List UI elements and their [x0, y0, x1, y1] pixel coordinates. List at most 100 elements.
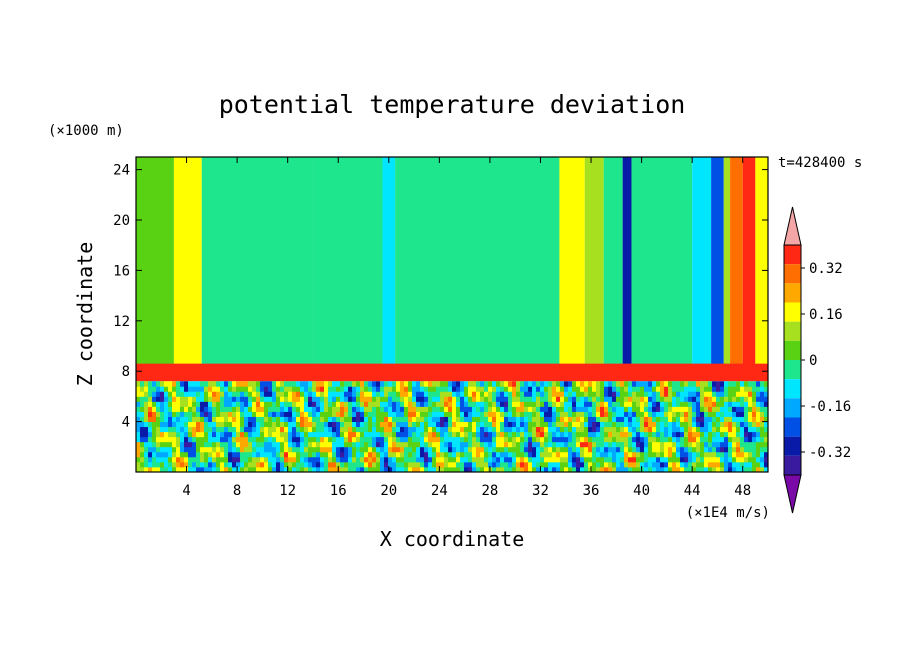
lower-cell: [652, 406, 657, 412]
lower-cell: [324, 421, 329, 428]
lower-cell: [580, 446, 585, 453]
lower-cell: [252, 456, 257, 463]
lower-cell: [236, 441, 241, 448]
lower-cell: [356, 406, 361, 412]
lower-cell: [564, 421, 569, 428]
lower-cell: [248, 431, 253, 438]
lower-cell: [244, 426, 249, 433]
lower-cell: [496, 411, 501, 417]
lower-cell: [456, 386, 461, 392]
lower-cell: [336, 426, 341, 433]
lower-cell: [400, 421, 405, 428]
lower-cell: [660, 411, 665, 417]
lower-cell: [348, 426, 353, 433]
lower-cell: [320, 401, 325, 407]
lower-cell: [616, 441, 621, 448]
lower-cell: [228, 391, 233, 397]
lower-cell: [164, 386, 169, 392]
lower-cell: [224, 401, 229, 407]
lower-cell: [452, 381, 457, 387]
lower-cell: [472, 461, 477, 468]
lower-cell: [636, 396, 641, 402]
colorbar-tick-label: 0.32: [809, 261, 843, 277]
lower-cell: [412, 466, 417, 472]
lower-cell: [600, 406, 605, 412]
lower-cell: [444, 411, 449, 417]
lower-cell: [708, 401, 713, 407]
lower-cell: [420, 431, 425, 438]
lower-cell: [340, 411, 345, 417]
lower-cell: [684, 391, 689, 397]
lower-cell: [328, 381, 333, 387]
lower-cell: [368, 426, 373, 433]
lower-cell: [248, 441, 253, 448]
lower-cell: [180, 451, 185, 458]
lower-cell: [160, 461, 165, 468]
lower-cell: [236, 456, 241, 463]
lower-cell: [504, 386, 509, 392]
upper-band: [312, 157, 364, 365]
lower-cell: [728, 396, 733, 402]
lower-cell: [720, 466, 725, 472]
lower-cell: [664, 421, 669, 428]
lower-cell: [656, 401, 661, 407]
lower-cell: [740, 386, 745, 392]
lower-cell: [364, 411, 369, 417]
lower-cell: [568, 451, 573, 458]
lower-cell: [628, 466, 633, 472]
lower-cell: [364, 391, 369, 397]
lower-cell: [560, 431, 565, 438]
lower-cell: [388, 381, 393, 387]
lower-cell: [576, 456, 581, 463]
lower-cell: [460, 431, 465, 438]
lower-cell: [380, 456, 385, 463]
lower-cell: [312, 466, 317, 472]
lower-cell: [424, 466, 429, 472]
lower-cell: [580, 391, 585, 397]
lower-cell: [472, 426, 477, 433]
lower-cell: [352, 391, 357, 397]
lower-cell: [640, 461, 645, 468]
lower-cell: [152, 451, 157, 458]
lower-cell: [672, 431, 677, 438]
lower-cell: [264, 426, 269, 433]
lower-cell: [660, 456, 665, 463]
lower-cell: [692, 421, 697, 428]
lower-cell: [328, 456, 333, 463]
lower-cell: [360, 401, 365, 407]
lower-cell: [660, 426, 665, 433]
lower-cell: [608, 451, 613, 458]
lower-cell: [280, 431, 285, 438]
lower-cell: [756, 416, 761, 422]
lower-cell: [356, 401, 361, 407]
lower-cell: [252, 396, 257, 402]
lower-cell: [476, 426, 481, 433]
lower-cell: [292, 411, 297, 417]
lower-cell: [692, 406, 697, 412]
lower-cell: [388, 466, 393, 472]
lower-cell: [348, 381, 353, 387]
lower-cell: [624, 401, 629, 407]
lower-cell: [152, 446, 157, 453]
lower-cell: [516, 386, 521, 392]
lower-cell: [148, 406, 153, 412]
lower-cell: [488, 416, 493, 422]
lower-cell: [220, 441, 225, 448]
lower-cell: [256, 436, 261, 443]
lower-cell: [308, 421, 313, 428]
lower-cell: [216, 436, 221, 443]
lower-cell: [748, 461, 753, 468]
lower-cell: [188, 441, 193, 448]
lower-cell: [260, 381, 265, 387]
lower-cell: [216, 431, 221, 438]
lower-cell: [240, 391, 245, 397]
lower-cell: [700, 451, 705, 458]
lower-cell: [460, 456, 465, 463]
lower-cell: [168, 406, 173, 412]
lower-cell: [248, 401, 253, 407]
lower-cell: [372, 436, 377, 443]
lower-cell: [616, 396, 621, 402]
lower-cell: [584, 436, 589, 443]
lower-cell: [136, 431, 141, 438]
lower-cell: [260, 396, 265, 402]
